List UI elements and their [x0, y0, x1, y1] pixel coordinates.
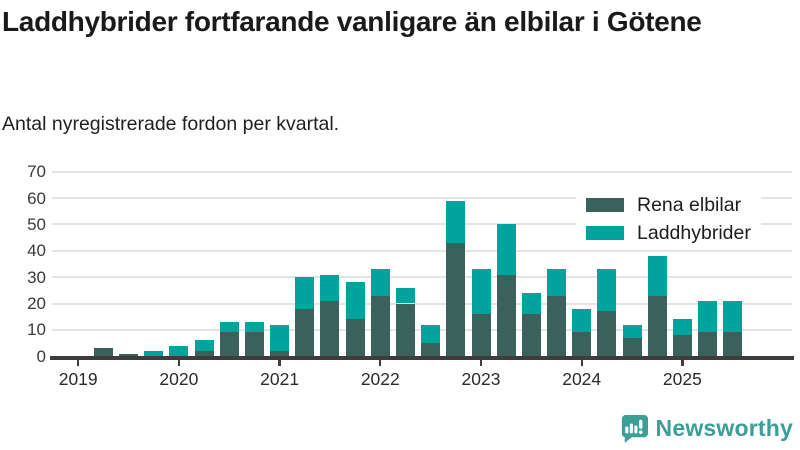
bar-segment-laddhybrider — [144, 350, 164, 357]
bar-segment-laddhybrider — [572, 308, 592, 333]
bar-segment-laddhybrider — [295, 277, 315, 309]
x-axis-tick-label: 2020 — [159, 368, 199, 389]
y-axis-tick-label: 60 — [27, 188, 46, 208]
bar-segment-rena-elbilar — [698, 332, 718, 357]
newsworthy-wordmark: Newsworthy — [655, 415, 793, 441]
y-gridline — [52, 276, 792, 279]
newsworthy-brand: Newsworthy — [618, 412, 793, 445]
bar-segment-laddhybrider — [270, 324, 290, 351]
y-gridline — [52, 170, 792, 173]
bar-segment-laddhybrider — [421, 324, 441, 344]
x-axis-tick — [681, 359, 684, 367]
bar-segment-rena-elbilar — [244, 332, 264, 357]
bar-segment-laddhybrider — [395, 287, 415, 304]
legend-item-laddhybrider: Laddhybrider — [586, 222, 751, 244]
bar-segment-rena-elbilar — [395, 303, 415, 357]
bar-segment-laddhybrider — [672, 319, 692, 336]
y-axis-tick-label: 30 — [27, 267, 46, 287]
bar-segment-rena-elbilar — [647, 295, 667, 357]
legend: Rena elbilar Laddhybrider — [576, 186, 761, 250]
bar-segment-rena-elbilar — [547, 295, 567, 357]
bar-segment-laddhybrider — [698, 300, 718, 333]
bar-segment-rena-elbilar — [723, 332, 743, 357]
bar-segment-rena-elbilar — [320, 300, 340, 357]
bar-segment-rena-elbilar — [270, 350, 290, 357]
bar-segment-rena-elbilar — [496, 274, 516, 357]
x-axis-tick-label: 2025 — [662, 368, 702, 389]
bar-segment-rena-elbilar — [370, 295, 390, 357]
y-axis-tick-label: 40 — [27, 241, 46, 261]
bar-segment-laddhybrider — [496, 224, 516, 275]
x-axis-tick — [278, 359, 281, 367]
bar-segment-laddhybrider — [244, 321, 264, 333]
x-axis-tick-label: 2023 — [461, 368, 501, 389]
y-axis-tick-label: 70 — [27, 162, 46, 182]
bar-segment-rena-elbilar — [572, 332, 592, 357]
bar-segment-rena-elbilar — [119, 353, 139, 357]
chart-subtitle: Antal nyregistrerade fordon per kvartal. — [2, 113, 340, 135]
bar-segment-laddhybrider — [194, 340, 214, 351]
bar-segment-rena-elbilar — [295, 308, 315, 357]
y-gridline — [52, 197, 792, 200]
bar-segment-laddhybrider — [723, 300, 743, 333]
bar-segment-rena-elbilar — [194, 350, 214, 357]
bar-segment-rena-elbilar — [597, 311, 617, 357]
legend-swatch-rena-elbilar — [586, 198, 624, 212]
bar-segment-laddhybrider — [370, 269, 390, 296]
legend-item-rena-elbilar: Rena elbilar — [586, 194, 751, 216]
bar-segment-rena-elbilar — [622, 337, 642, 357]
bar-segment-laddhybrider — [597, 269, 617, 312]
bar-segment-laddhybrider — [622, 324, 642, 338]
x-axis-tick-label: 2019 — [58, 368, 98, 389]
x-axis-tick — [77, 359, 80, 367]
bar-segment-rena-elbilar — [446, 242, 466, 357]
bar-segment-rena-elbilar — [421, 343, 441, 357]
bar-segment-rena-elbilar — [219, 332, 239, 357]
bar-segment-rena-elbilar — [521, 314, 541, 357]
bar-segment-laddhybrider — [647, 256, 667, 296]
bar-segment-rena-elbilar — [672, 335, 692, 357]
y-gridline — [52, 223, 792, 226]
bar-segment-rena-elbilar — [93, 348, 113, 357]
x-axis-tick — [580, 359, 583, 367]
bar-segment-laddhybrider — [169, 345, 189, 357]
bar-segment-laddhybrider — [547, 269, 567, 296]
bar-segment-laddhybrider — [521, 292, 541, 315]
x-axis-tick-label: 2021 — [260, 368, 300, 389]
x-axis-tick — [479, 359, 483, 367]
bar-segment-laddhybrider — [345, 282, 365, 320]
y-axis-tick-label: 50 — [27, 214, 46, 234]
y-gridline — [52, 302, 792, 305]
bar-segment-rena-elbilar — [471, 314, 491, 357]
bar-segment-laddhybrider — [320, 274, 340, 301]
bar-segment-rena-elbilar — [345, 319, 365, 357]
bar-segment-laddhybrider — [471, 269, 491, 315]
x-axis-tick-label: 2024 — [562, 368, 602, 389]
newsworthy-logo-icon — [621, 414, 648, 444]
y-gridline — [52, 249, 792, 252]
y-axis-tick-label: 0 — [36, 346, 46, 366]
x-axis-line — [50, 356, 794, 360]
bar-segment-laddhybrider — [446, 200, 466, 243]
legend-swatch-laddhybrider — [586, 226, 624, 240]
x-axis-tick-label: 2022 — [360, 368, 400, 389]
y-axis-tick-label: 20 — [27, 294, 46, 313]
chart-title: Laddhybrider fortfarande vanligare än el… — [2, 6, 702, 37]
x-axis-tick — [177, 359, 181, 367]
bar-segment-laddhybrider — [219, 321, 239, 333]
y-axis-tick-label: 10 — [27, 320, 46, 340]
legend-label: Laddhybrider — [637, 222, 751, 244]
legend-label: Rena elbilar — [637, 194, 742, 216]
x-axis-tick — [379, 359, 382, 367]
